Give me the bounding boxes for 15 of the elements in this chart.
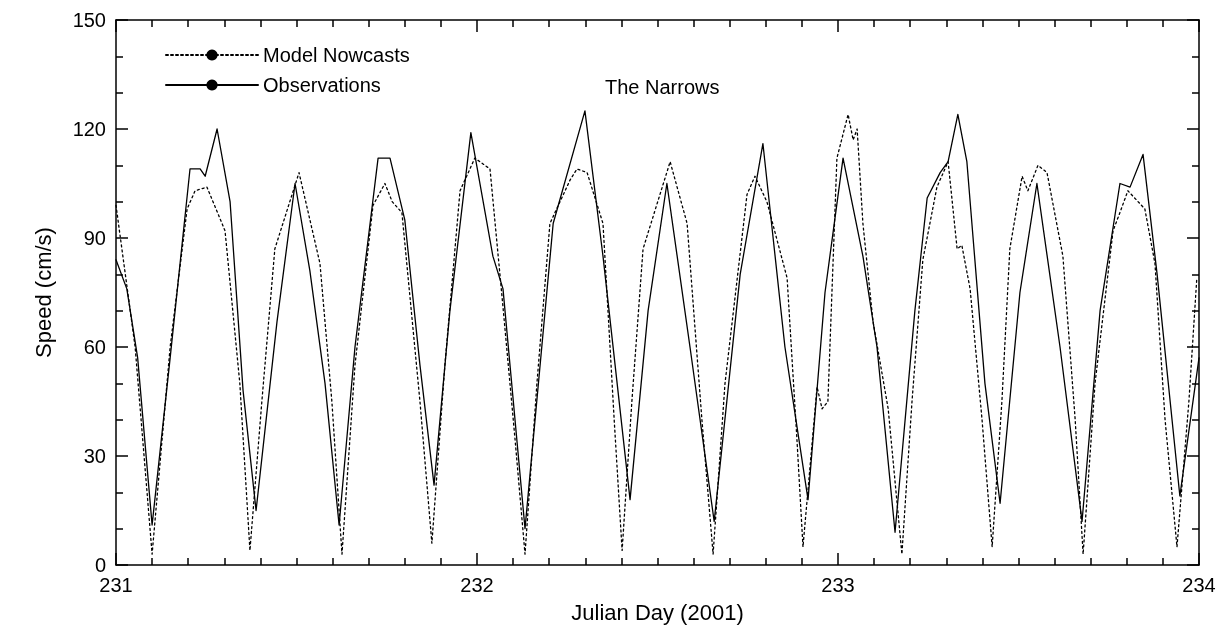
legend-label: Observations <box>263 74 381 96</box>
y-tick-label: 0 <box>94 554 106 576</box>
y-tick-label: 30 <box>83 445 106 467</box>
y-axis-title: Speed (cm/s) <box>30 227 56 358</box>
text: The Narrows <box>605 76 720 98</box>
x-tick-label: 234 <box>1182 574 1216 596</box>
legend-label: Model Nowcasts <box>263 44 410 66</box>
y-tick-label: 150 <box>72 9 106 31</box>
y-tick-label: 60 <box>83 336 106 358</box>
x-tick-label: 232 <box>460 574 494 596</box>
x-tick-label: 231 <box>99 574 133 596</box>
y-tick-label: 90 <box>83 227 106 249</box>
x-tick-label: 233 <box>821 574 855 596</box>
y-tick-label: 120 <box>72 118 106 140</box>
x-axis-title: Julian Day (2001) <box>571 599 744 625</box>
